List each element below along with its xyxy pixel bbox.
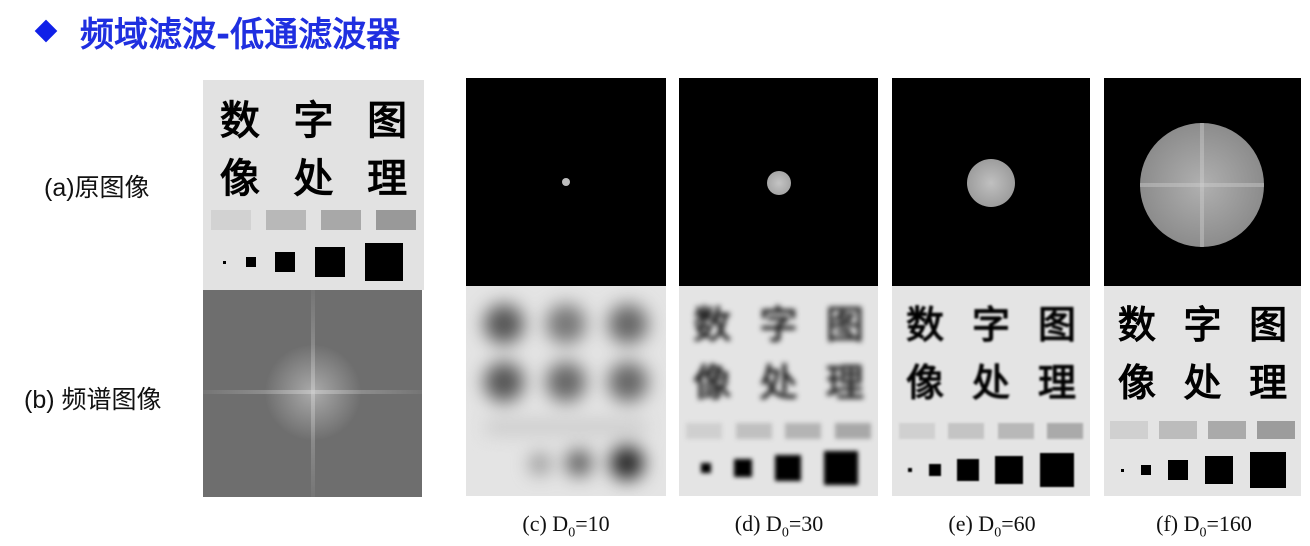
glyph: 处 [293,156,334,202]
glyph: 字 [1183,302,1222,347]
glyph: 理 [825,360,864,405]
glyph: 处 [759,360,798,405]
result-image-f: 数 字 图 像 处 理 [1104,286,1301,496]
result-text-grid-d: 数 字 图 像 处 理 [679,292,878,408]
original-image: 数 字 图 像 处 理 [203,80,424,290]
glyph: 字 [759,302,798,347]
glyph: 理 [1249,360,1288,405]
glyph: 理 [1037,360,1076,405]
filter-mask-e [892,78,1090,286]
result-text-grid-f: 数 字 图 像 处 理 [1104,292,1301,408]
glyph: 理 [367,156,408,202]
glyph: 处 [1183,360,1222,405]
diamond-bullet-icon [34,19,58,43]
original-text-grid: 数 字 图 像 处 理 [203,88,424,204]
label-original: (a)原图像 [44,174,150,202]
caption-d: (d) D0=30 [734,511,824,541]
glyph: 数 [1117,302,1156,347]
filter-mask-f [1104,78,1301,286]
glyph: 数 [219,98,260,144]
result-image-d: 数 字 图 像 处 理 [679,286,878,496]
glyph: 像 [905,360,944,405]
result-image-e: 数 字 图 像 处 理 [892,286,1090,496]
glyph: 字 [293,98,334,144]
glyph: 数 [905,302,944,347]
title-text: 频域滤波-低通滤波器 [80,14,401,55]
result-image-c [466,286,666,496]
glyph: 图 [1037,302,1076,347]
glyph: 图 [1249,302,1288,347]
glyph: 像 [693,360,732,405]
glyph: 像 [1117,360,1156,405]
glyph: 字 [971,302,1010,347]
noise-patches [203,208,424,232]
filter-mask-c [466,78,666,286]
caption-e: (e) D0=60 [948,511,1036,541]
caption-f: (f) D0=160 [1156,511,1252,541]
result-text-grid-e: 数 字 图 像 处 理 [892,292,1090,408]
glyph: 图 [367,98,408,144]
label-spectrum: (b) 频谱图像 [24,386,162,414]
glyph: 数 [693,302,732,347]
filter-mask-d [679,78,878,286]
squares-row [213,240,413,284]
spectrum-image [203,290,422,497]
caption-c: (c) D0=10 [522,511,610,541]
page-title: 频域滤波-低通滤波器 [30,6,400,56]
glyph: 处 [971,360,1010,405]
glyph: 图 [825,302,864,347]
glyph: 像 [219,156,260,202]
